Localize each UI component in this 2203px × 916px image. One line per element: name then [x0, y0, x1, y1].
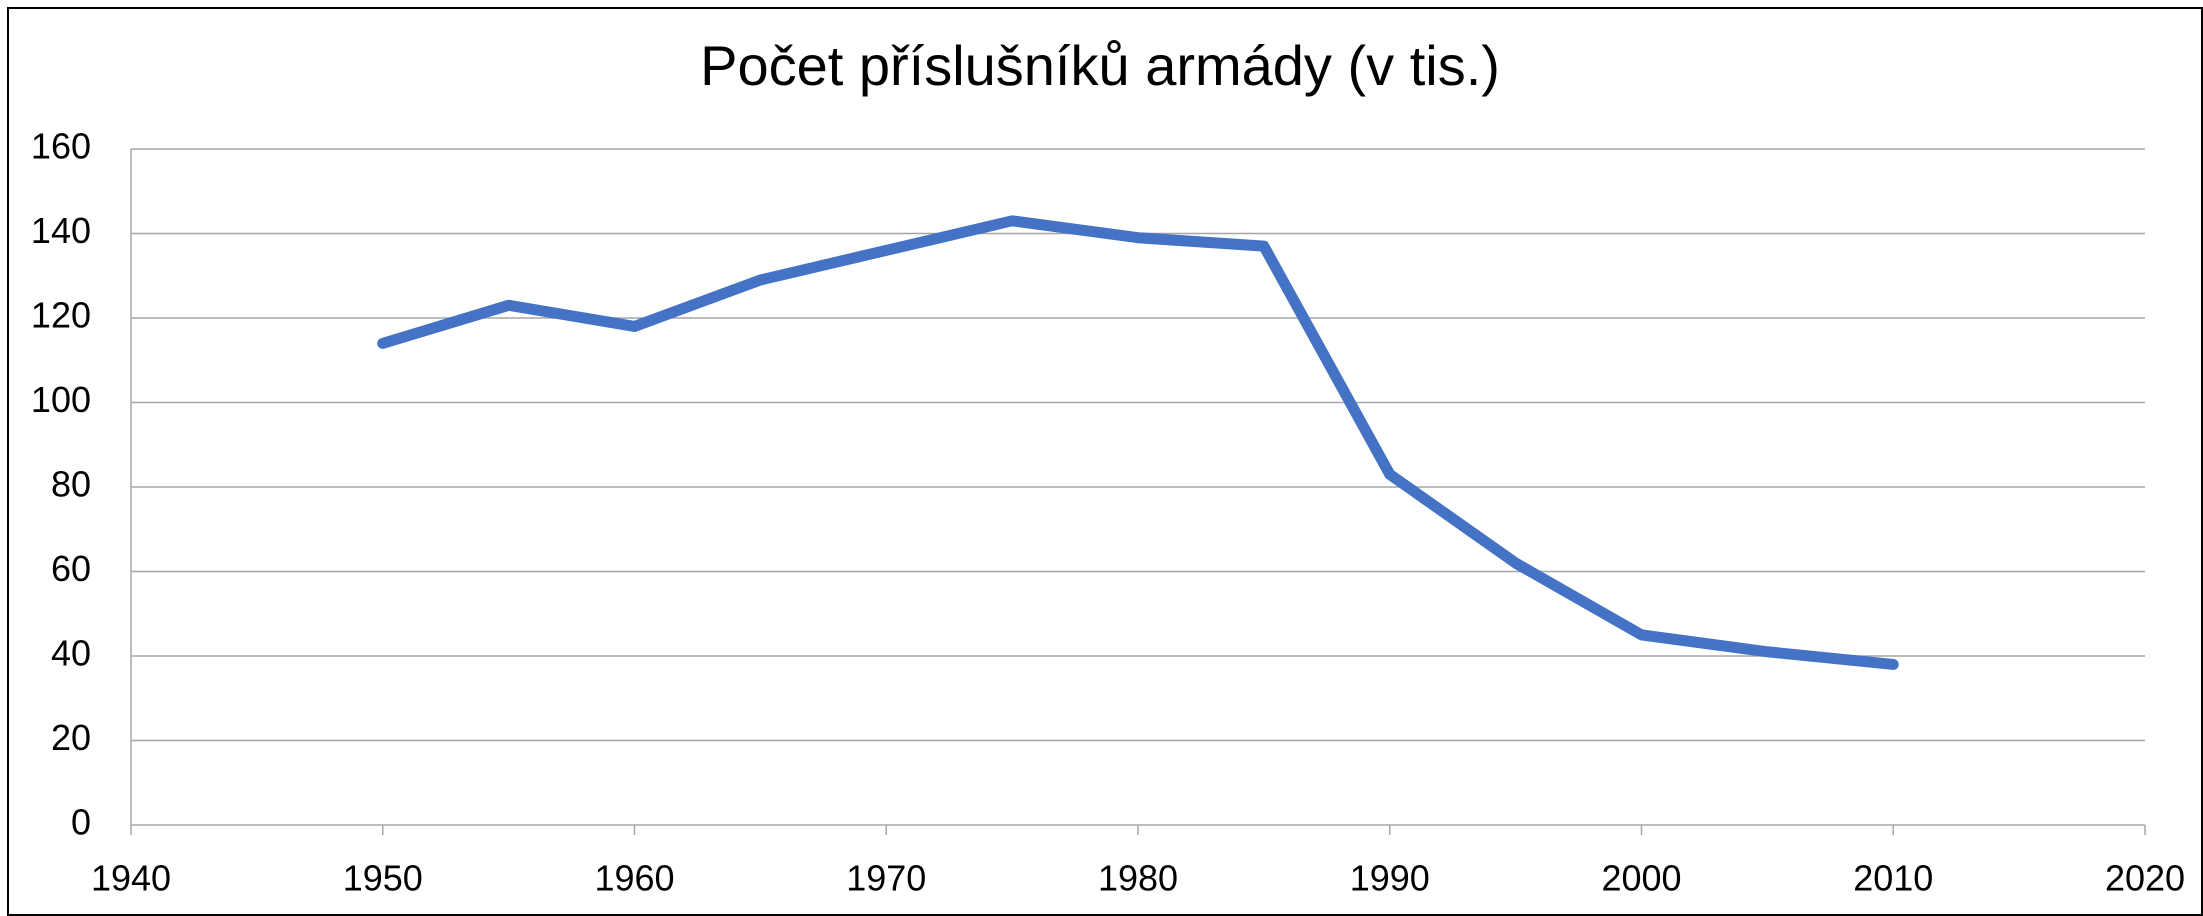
x-tick-label: 1980	[1098, 858, 1178, 899]
y-tick-label: 160	[31, 126, 91, 167]
y-tick-label: 80	[51, 464, 91, 505]
x-tick-label: 2010	[1853, 858, 1933, 899]
chart-frame	[7, 7, 2203, 916]
y-tick-label: 0	[71, 802, 91, 843]
y-tick-label: 60	[51, 548, 91, 589]
x-tick-label: 2020	[2105, 858, 2185, 899]
y-tick-label: 140	[31, 210, 91, 251]
x-tick-label: 1970	[846, 858, 926, 899]
y-tick-label: 40	[51, 633, 91, 674]
x-tick-label: 2000	[1601, 858, 1681, 899]
y-tick-label: 20	[51, 717, 91, 758]
x-tick-label: 1990	[1350, 858, 1430, 899]
x-tick-label: 1940	[91, 858, 171, 899]
data-line	[377, 215, 1899, 670]
y-tick-label: 120	[31, 295, 91, 336]
x-tick-label: 1950	[343, 858, 423, 899]
chart-title: Počet příslušníků armády (v tis.)	[700, 34, 1500, 97]
y-tick-label: 100	[31, 379, 91, 420]
x-tick-label: 1960	[594, 858, 674, 899]
